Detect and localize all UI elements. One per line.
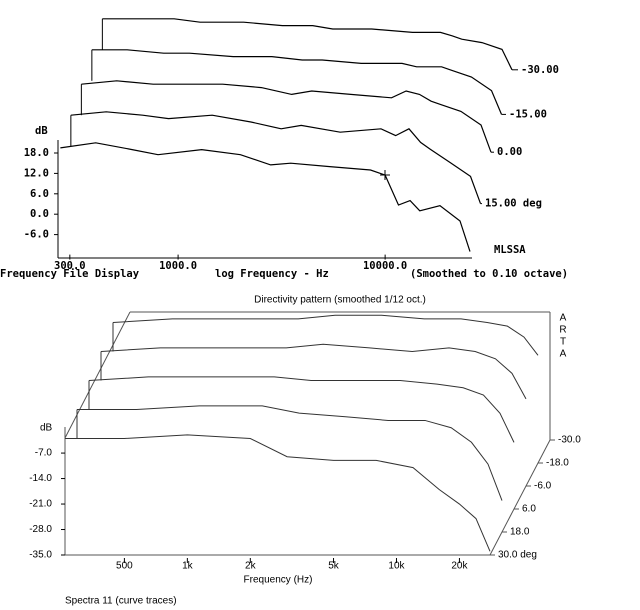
y-tick-label: -14.0 xyxy=(29,473,52,484)
curve xyxy=(81,80,492,153)
subtitle: (Smoothed to 0.10 octave) xyxy=(410,268,568,280)
y-label: dB xyxy=(35,125,48,137)
y-tick-label: 6.0 xyxy=(30,188,49,200)
x-tick-label: 1k xyxy=(182,561,194,572)
x-tick-label: 5k xyxy=(328,561,340,572)
y-tick-label: -7.0 xyxy=(35,448,53,459)
y-tick-label: -28.0 xyxy=(29,524,52,535)
y-tick-label: -6.0 xyxy=(24,229,49,241)
y-tick-label: -21.0 xyxy=(29,499,52,510)
brand: T xyxy=(560,337,566,348)
curve xyxy=(100,343,527,400)
x-tick-label: 2k xyxy=(245,561,257,572)
z-tick-label: 18.0 xyxy=(510,527,530,538)
annotation: MLSSA xyxy=(494,244,526,256)
curve xyxy=(65,434,491,552)
footer: Spectra 11 (curve traces) xyxy=(65,596,177,607)
depth-axis xyxy=(489,439,551,556)
legend-label: 15.00 deg xyxy=(485,198,542,210)
x-tick-label: 500 xyxy=(116,561,133,572)
curve xyxy=(70,111,482,204)
brand: A xyxy=(560,313,567,324)
x-label: Frequency (Hz) xyxy=(244,575,313,586)
y-tick-label: -35.0 xyxy=(29,550,52,561)
top-frame xyxy=(57,140,472,259)
y-tick-label: 0.0 xyxy=(30,208,49,220)
legend-label: -15.00 xyxy=(509,108,547,120)
title: Frequency File Display xyxy=(0,268,140,280)
x-tick-label: 10k xyxy=(388,561,405,572)
curve xyxy=(88,376,515,443)
brand: A xyxy=(560,349,567,360)
curve xyxy=(77,405,503,501)
y-label: dB xyxy=(40,423,53,434)
z-tick-label: -18.0 xyxy=(546,458,569,469)
z-tick-label: 6.0 xyxy=(522,504,536,515)
legend-label: 0.00 xyxy=(497,146,522,158)
title: Directivity pattern (smoothed 1/12 oct.) xyxy=(254,295,426,306)
z-tick-label: 30.0 deg xyxy=(498,550,537,561)
curve xyxy=(60,142,471,252)
brand: R xyxy=(559,325,566,336)
x-label: log Frequency - Hz xyxy=(215,268,329,280)
x-tick-label: 300.0 xyxy=(54,260,86,272)
z-tick-label: -6.0 xyxy=(534,481,552,492)
curve xyxy=(112,314,539,356)
curve xyxy=(91,49,503,115)
x-tick-label: 10000.0 xyxy=(363,260,407,272)
legend-label: -30.00 xyxy=(521,64,559,76)
curve xyxy=(102,18,513,71)
x-tick-label: 20k xyxy=(451,561,468,572)
y-tick-label: 12.0 xyxy=(24,167,49,179)
bottom-frame xyxy=(64,311,551,556)
z-tick-label: -30.0 xyxy=(558,435,581,446)
y-tick-label: 18.0 xyxy=(24,147,49,159)
box-edge xyxy=(64,311,131,439)
x-tick-label: 1000.0 xyxy=(159,260,197,272)
